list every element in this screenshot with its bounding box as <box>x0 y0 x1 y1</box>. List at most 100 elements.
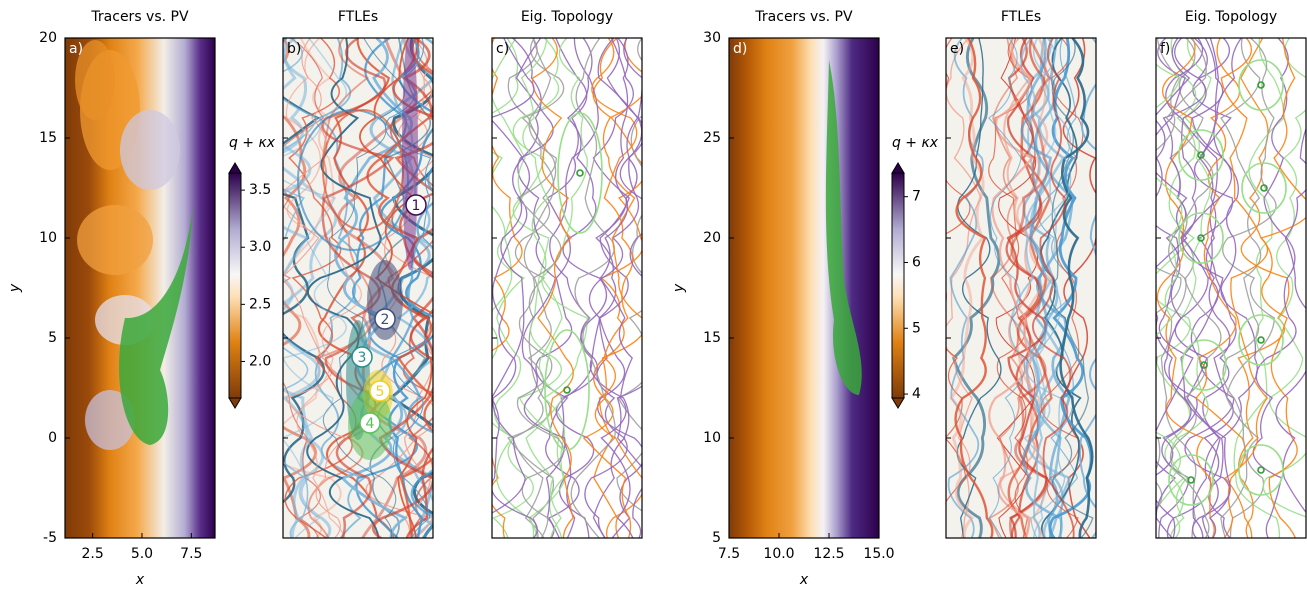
streamline <box>555 38 608 538</box>
panel-label: b) <box>287 41 301 57</box>
colorbar-tick-label: 5 <box>912 320 921 336</box>
streamline <box>549 38 599 538</box>
streamline <box>1156 38 1192 538</box>
fixed-point <box>1257 466 1265 474</box>
pv-blob <box>75 40 115 120</box>
annotation-label: 4 <box>366 416 375 432</box>
colorbar-extend <box>228 162 242 174</box>
annotation-marker <box>369 380 391 402</box>
panel-frame <box>1155 37 1307 539</box>
y-axis-label: y <box>671 283 687 293</box>
pv-blob <box>77 205 153 275</box>
fixed-point <box>1257 81 1265 89</box>
streamline <box>1156 38 1215 538</box>
annotation-marker <box>374 308 396 330</box>
orbit <box>1238 444 1284 496</box>
colorbar-tick-label: 6 <box>912 254 921 270</box>
streamline <box>515 38 566 538</box>
panel-title: FTLEs <box>1001 9 1041 25</box>
panel-label: a) <box>69 41 83 57</box>
streamline <box>359 38 433 538</box>
streamline <box>1180 38 1233 538</box>
streamline <box>999 38 1036 538</box>
streamline <box>988 38 1034 538</box>
colorbar-tick-label: 2.5 <box>249 296 271 312</box>
fixed-point <box>1197 151 1205 159</box>
streamline <box>520 38 564 538</box>
x-tick-label: 2.5 <box>81 546 103 562</box>
streamline <box>1208 38 1258 538</box>
colorbar-extend <box>891 162 905 174</box>
panel-body <box>946 38 1096 538</box>
streamline <box>516 38 564 538</box>
fixed-point <box>1200 361 1208 369</box>
annotation-label: 1 <box>412 198 421 214</box>
tracer-cloud <box>119 205 193 445</box>
x-axis-label: x <box>135 572 145 588</box>
streamline <box>1062 38 1096 538</box>
fixed-point <box>563 386 571 394</box>
panel-label: e) <box>950 41 964 57</box>
orbit <box>1178 212 1224 264</box>
orbit <box>1168 454 1214 506</box>
streamline <box>570 38 616 538</box>
streamline <box>1252 38 1297 538</box>
streamline <box>492 38 542 538</box>
streamline <box>1222 38 1277 538</box>
x-tick-label: 12.5 <box>813 546 844 562</box>
streamline <box>1233 38 1285 538</box>
colorbar <box>891 172 905 399</box>
streamline <box>616 38 642 538</box>
streamline <box>1165 38 1231 538</box>
streamline <box>390 38 433 538</box>
fixed-point <box>1257 336 1265 344</box>
streamline <box>392 38 433 538</box>
streamline <box>283 38 318 538</box>
colorbar-extend <box>891 397 905 409</box>
streamline <box>371 38 433 538</box>
panel-frame <box>64 37 216 539</box>
streamline <box>507 38 557 538</box>
y-axis-label: y <box>7 283 23 293</box>
colorbar-label: q + κx <box>892 135 939 151</box>
streamline <box>1156 38 1184 538</box>
streamline <box>492 38 535 514</box>
streamline <box>283 38 317 538</box>
annotation-marker <box>359 412 381 434</box>
streamline <box>492 38 534 538</box>
orbit <box>557 112 603 234</box>
streamline <box>285 38 362 538</box>
x-tick-label: 7.5 <box>718 546 740 562</box>
panel-title: FTLEs <box>338 9 378 25</box>
streamline <box>599 38 634 538</box>
orbit <box>544 329 590 451</box>
panel-frame <box>491 37 643 539</box>
streamline <box>1160 38 1204 538</box>
orbit <box>1238 314 1284 366</box>
y-tick-label: 5 <box>48 330 57 346</box>
panel-title: Eig. Topology <box>521 9 613 25</box>
colorbar <box>228 172 242 399</box>
colorbar-tick-label: 4 <box>912 386 921 402</box>
streamline <box>1023 38 1057 538</box>
streamline <box>1260 38 1306 538</box>
streamline <box>317 38 395 538</box>
annotation-label: 2 <box>381 312 390 328</box>
y-tick-label: 20 <box>703 230 721 246</box>
streamline <box>1009 38 1051 538</box>
panel-frame <box>728 37 880 539</box>
streamline <box>283 38 347 538</box>
streamline <box>541 38 588 538</box>
streamline <box>954 38 994 538</box>
colorbar-tick-label: 3.5 <box>249 182 271 198</box>
orbit <box>1181 339 1227 391</box>
streamline <box>1220 38 1262 538</box>
panel-label: f) <box>1160 41 1170 57</box>
streamline <box>1275 38 1306 514</box>
streamline <box>1032 38 1075 538</box>
streamline <box>512 38 565 538</box>
annotation-marker <box>405 194 427 216</box>
orbit <box>1178 129 1224 181</box>
streamline <box>1005 38 1043 538</box>
